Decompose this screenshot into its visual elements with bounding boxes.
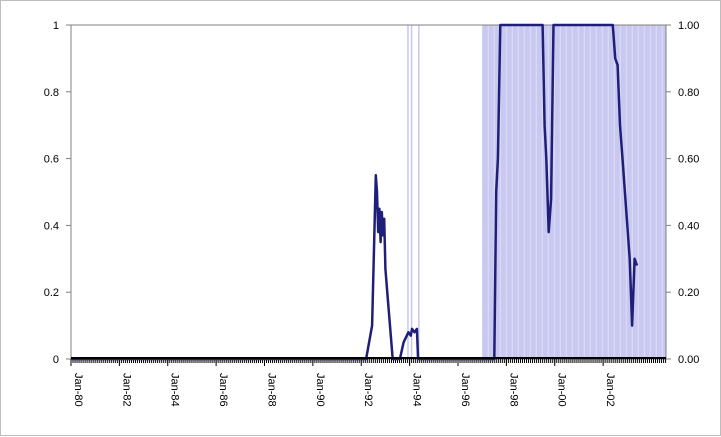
y-tick-label-right: 0.00 bbox=[678, 354, 699, 366]
y-tick-label-left: 0.4 bbox=[44, 220, 59, 232]
series-layer bbox=[71, 23, 666, 361]
y-tick-label-right: 0.80 bbox=[678, 87, 699, 99]
shaded-region bbox=[418, 25, 420, 359]
x-tick-label: Jan-98 bbox=[507, 373, 519, 407]
y-tick-label-right: 1.00 bbox=[678, 20, 699, 32]
x-tick-label: Jan-84 bbox=[169, 373, 181, 407]
y-tick-label-left: 0.8 bbox=[44, 87, 59, 99]
x-tick-label: Jan-88 bbox=[265, 373, 277, 407]
x-tick-label: Jan-94 bbox=[411, 373, 423, 407]
y-tick-label-right: 0.60 bbox=[678, 154, 699, 166]
x-tick-label: Jan-80 bbox=[72, 373, 84, 407]
x-tick-label: Jan-96 bbox=[459, 373, 471, 407]
x-tick-label: Jan-00 bbox=[556, 373, 568, 407]
x-tick-label: Jan-86 bbox=[217, 373, 229, 407]
y-tick-label-left: 0 bbox=[53, 354, 59, 366]
shaded-regions bbox=[407, 25, 666, 359]
y-tick-label-right: 0.20 bbox=[678, 287, 699, 299]
shaded-region bbox=[482, 25, 666, 359]
x-tick-label: Jan-92 bbox=[362, 373, 374, 407]
series-line bbox=[71, 23, 639, 361]
y-tick-label-left: 1 bbox=[53, 20, 59, 32]
shaded-region bbox=[410, 25, 413, 359]
x-tick-label: Jan-90 bbox=[314, 373, 326, 407]
tick-labels: 0 0.2 0.4 0.6 0.8 1 0.00 0.20 0.40 0.60 0.80 1.00 Ja… bbox=[44, 20, 700, 407]
y-tick-label-right: 0.40 bbox=[678, 220, 699, 232]
x-tick-label: Jan-02 bbox=[604, 373, 616, 407]
y-tick-label-left: 0.6 bbox=[44, 154, 59, 166]
shaded-region bbox=[407, 25, 409, 359]
y-tick-label-left: 0.2 bbox=[44, 287, 59, 299]
x-tick-label: Jan-82 bbox=[120, 373, 132, 407]
